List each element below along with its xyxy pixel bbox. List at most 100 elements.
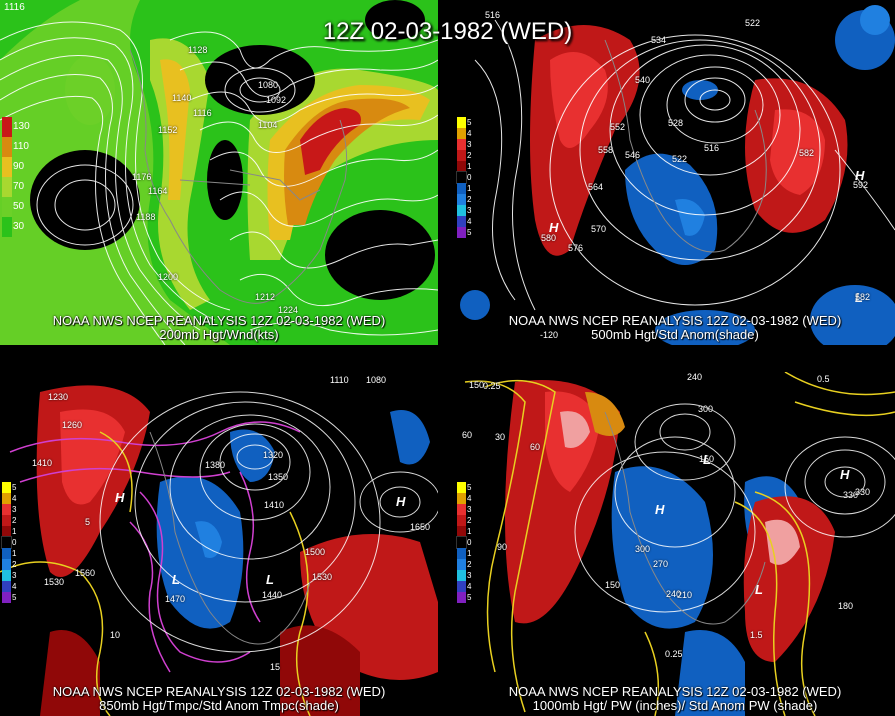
legend-swatch <box>457 216 466 227</box>
contour-label: 1.5 <box>750 630 763 640</box>
legend-swatch <box>457 139 466 150</box>
legend-swatch <box>457 559 466 570</box>
contour-label: 330 <box>855 487 871 497</box>
map-1000mb <box>464 372 895 716</box>
contour-label: 1080 <box>366 375 387 385</box>
contour-label: 570 <box>591 224 607 234</box>
contour-label: 1116 <box>193 108 212 118</box>
legend-label: 5 <box>467 118 472 127</box>
high-pressure-marker: H <box>855 168 865 183</box>
contour-label: 240 <box>666 589 682 599</box>
legend-label: 1 <box>12 527 17 536</box>
caption-line2: 500mb Hgt/Std Anom(shade) <box>591 327 759 342</box>
legend-label: 110 <box>13 141 29 152</box>
legend-swatch <box>457 581 466 592</box>
contour-label: 1470 <box>165 594 186 604</box>
legend-label: 1 <box>467 527 472 536</box>
legend-label: 3 <box>12 505 17 514</box>
high-pressure-marker: H <box>840 467 850 482</box>
legend-label: 0 <box>12 538 17 547</box>
contour-label: 534 <box>651 35 667 45</box>
legend-label: 1 <box>467 184 472 193</box>
legend-label: 1 <box>467 549 472 558</box>
contour-label: 300 <box>635 544 651 554</box>
legend-label: 130 <box>13 121 30 132</box>
legend-label: 3 <box>467 571 472 580</box>
legend-swatch <box>457 128 466 139</box>
contour-label: 1140 <box>172 93 192 103</box>
legend-swatch <box>457 526 466 537</box>
legend-swatch <box>456 536 467 549</box>
contour-label: 552 <box>610 122 626 132</box>
legend-swatch <box>2 137 12 157</box>
legend-label: 4 <box>467 217 472 226</box>
legend-swatch <box>2 493 11 504</box>
legend-label: 5 <box>467 483 472 492</box>
legend-label: 50 <box>13 201 25 212</box>
legend-label: 1 <box>467 162 472 171</box>
contour-label: 1320 <box>263 450 284 460</box>
legend-swatch <box>457 493 466 504</box>
low-pressure-marker: L <box>266 572 274 587</box>
contour-label: 582 <box>799 148 815 158</box>
low-pressure-marker: L <box>855 290 863 305</box>
contour-label: 300 <box>698 404 714 414</box>
contour-label: 1212 <box>255 292 276 302</box>
contour-label: 0.25 <box>665 649 683 659</box>
caption-line1: NOAA NWS NCEP REANALYSIS 12Z 02-03-1982 … <box>508 313 842 328</box>
main-title: 12Z 02-03-1982 (WED) <box>322 18 573 45</box>
contour-label: 60 <box>530 442 541 452</box>
contour-label: 1380 <box>205 460 226 470</box>
caption-line1: NOAA NWS NCEP REANALYSIS 12Z 02-03-1982 … <box>508 684 842 699</box>
contour-label: 580 <box>541 233 557 243</box>
high-pressure-marker: H <box>396 494 406 509</box>
contour-label: 1176 <box>132 172 152 182</box>
contour-label: 1092 <box>266 95 287 105</box>
contour-label: 540 <box>635 75 651 85</box>
contour-label: 1260 <box>62 420 83 430</box>
low-pressure-marker: L <box>703 452 711 467</box>
legend-swatch <box>2 548 11 559</box>
contour-label: 210 <box>677 590 693 600</box>
legend-swatch <box>457 570 466 581</box>
legend-swatch <box>2 504 11 515</box>
contour-label: 5 <box>85 517 91 527</box>
contour-label: 1410 <box>264 500 285 510</box>
legend-label: 3 <box>12 571 17 580</box>
legend-swatch <box>1 536 12 549</box>
legend-label: 1 <box>12 549 17 558</box>
legend-swatch <box>2 515 11 526</box>
legend-swatch <box>456 171 467 184</box>
legend-label: 4 <box>12 494 17 503</box>
legend-swatch <box>457 117 466 128</box>
legend-label: 2 <box>467 516 472 525</box>
legend-swatch <box>457 150 466 161</box>
contour-label: 150 <box>469 380 485 390</box>
contour-label: 1530 <box>44 577 65 587</box>
map-850mb <box>0 385 438 716</box>
legend-label: 4 <box>12 582 17 591</box>
legend-label: 4 <box>467 494 472 503</box>
contour-label: 10 <box>110 630 121 640</box>
legend-label: 70 <box>13 181 25 192</box>
legend-label: 3 <box>467 206 472 215</box>
contour-label: 522 <box>672 154 688 164</box>
legend-label: 4 <box>467 129 472 138</box>
panel-500mb-anomaly: 5 4 3 2 1 0 1 2 3 4 5 516 534 540 522 552 528 558 546 516 5… <box>455 0 895 345</box>
legend-swatch <box>2 197 12 217</box>
contour-label: 1650 <box>410 522 431 532</box>
legend-label: 5 <box>467 228 472 237</box>
contour-label: 576 <box>568 243 584 253</box>
contour-label: 1104 <box>258 120 278 130</box>
legend-swatch <box>2 482 11 493</box>
legend-swatch <box>457 227 466 238</box>
legend-swatch <box>2 570 11 581</box>
legend-swatch <box>2 157 12 177</box>
contour-label: 582 <box>855 292 871 302</box>
panel-200mb-wind: 1116 130 110 90 70 50 30 1128 1140 1116 1152 1080… <box>0 0 438 345</box>
legend-label: 2 <box>12 516 17 525</box>
contour-label: 558 <box>598 145 614 155</box>
legend-swatch <box>2 177 12 197</box>
contour-label: 592 <box>853 180 869 190</box>
